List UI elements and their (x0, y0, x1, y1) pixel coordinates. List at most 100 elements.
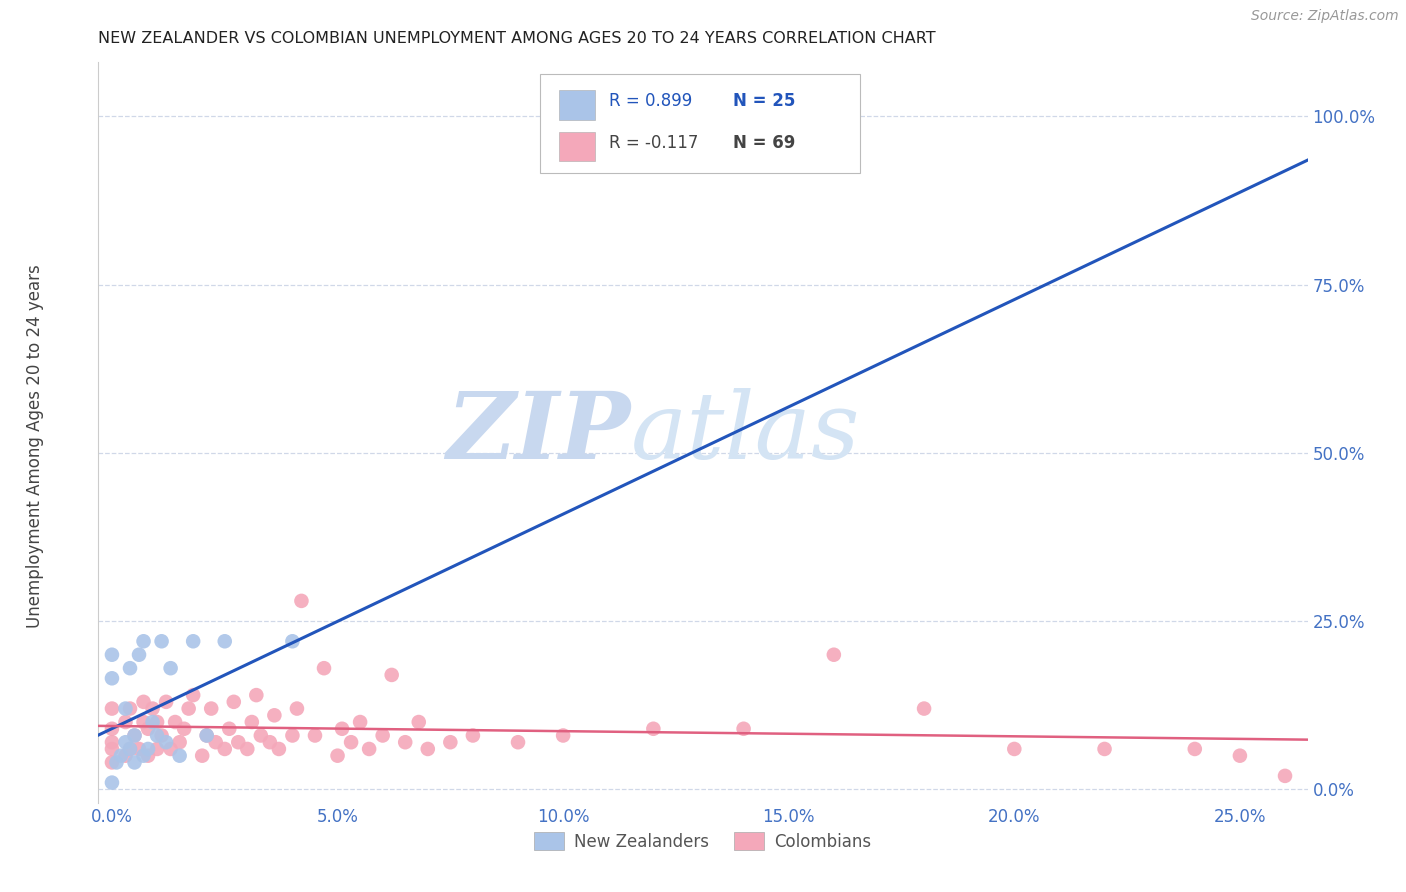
Point (312, 661, 335, 675)
Point (330, 722, 353, 736)
Text: N = 69: N = 69 (734, 135, 796, 153)
Point (150, 634, 173, 648)
Point (132, 634, 155, 648)
Point (250, 729, 273, 743)
Point (222, 695, 245, 709)
Point (146, 742, 169, 756)
Point (150, 729, 173, 743)
Point (326, 748, 349, 763)
Point (155, 695, 177, 709)
Text: ZIP: ZIP (446, 388, 630, 477)
Point (146, 729, 169, 743)
FancyBboxPatch shape (540, 73, 860, 173)
Point (281, 634, 304, 648)
Text: N = 25: N = 25 (734, 92, 796, 111)
Point (146, 714, 169, 729)
Point (553, 729, 575, 743)
Point (290, 594, 312, 608)
Point (124, 756, 146, 770)
Point (823, 648, 845, 662)
Point (281, 729, 304, 743)
Point (101, 742, 124, 756)
Point (349, 714, 371, 729)
Point (136, 742, 159, 756)
Point (304, 729, 326, 743)
Point (263, 708, 285, 723)
Point (159, 742, 181, 756)
FancyBboxPatch shape (560, 90, 595, 120)
Point (169, 748, 191, 763)
Point (285, 701, 308, 715)
Point (181, 634, 204, 648)
Text: Source: ZipAtlas.com: Source: ZipAtlas.com (1251, 9, 1399, 23)
Point (191, 748, 214, 763)
Point (408, 714, 430, 729)
Point (165, 714, 187, 729)
Point (101, 701, 124, 715)
Point (169, 735, 191, 749)
Point (912, 701, 935, 715)
Point (214, 742, 236, 756)
Point (506, 735, 529, 749)
Point (101, 722, 124, 736)
Point (110, 748, 132, 763)
Point (381, 668, 404, 682)
Point (1094, 742, 1116, 756)
Point (118, 742, 141, 756)
Point (159, 661, 181, 675)
Point (245, 688, 267, 702)
Point (439, 735, 461, 749)
Point (416, 742, 439, 756)
Point (124, 729, 146, 743)
Point (195, 729, 218, 743)
Text: R = -0.117: R = -0.117 (609, 135, 697, 153)
Point (132, 748, 155, 763)
Point (101, 756, 124, 770)
FancyBboxPatch shape (560, 132, 595, 161)
Point (643, 722, 665, 736)
Point (101, 671, 124, 685)
Point (214, 634, 236, 648)
Point (236, 742, 259, 756)
Point (124, 729, 146, 743)
Point (195, 729, 218, 743)
Point (173, 722, 195, 736)
Point (461, 729, 484, 743)
Point (267, 742, 290, 756)
Point (394, 735, 416, 749)
Point (136, 722, 159, 736)
Point (132, 714, 155, 729)
Point (142, 714, 165, 729)
Point (733, 722, 755, 736)
Point (142, 701, 165, 715)
Point (1229, 748, 1251, 763)
Point (105, 756, 128, 770)
Point (371, 729, 394, 743)
Point (114, 701, 136, 715)
Point (240, 714, 263, 729)
Point (101, 775, 124, 789)
Point (128, 742, 150, 756)
Point (114, 735, 136, 749)
Point (101, 648, 124, 662)
Point (226, 735, 249, 749)
Point (204, 735, 226, 749)
Point (1002, 742, 1025, 756)
Point (218, 722, 240, 736)
Text: atlas: atlas (630, 388, 860, 477)
Legend: New Zealanders, Colombians: New Zealanders, Colombians (527, 825, 879, 857)
Point (359, 742, 381, 756)
Text: R = 0.899: R = 0.899 (609, 92, 692, 111)
Point (1274, 769, 1296, 783)
Point (340, 735, 363, 749)
Text: Unemployment Among Ages 20 to 24 years: Unemployment Among Ages 20 to 24 years (27, 264, 44, 628)
Point (200, 701, 222, 715)
Point (177, 701, 200, 715)
Point (118, 661, 141, 675)
Point (1184, 742, 1206, 756)
Point (118, 701, 141, 715)
Point (114, 714, 136, 729)
Point (114, 748, 136, 763)
Point (155, 735, 177, 749)
Point (118, 742, 141, 756)
